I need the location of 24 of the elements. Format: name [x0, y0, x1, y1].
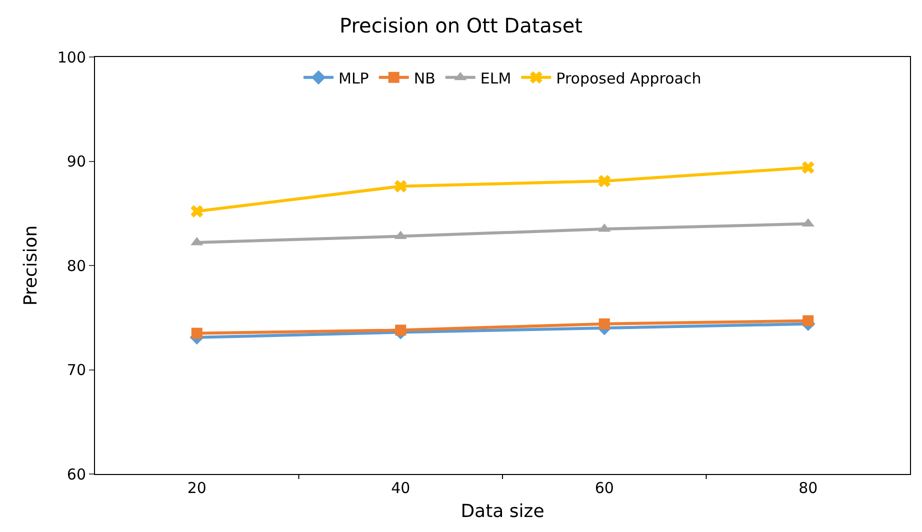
- point: [191, 328, 202, 339]
- point: [802, 315, 814, 326]
- x-tick-label: 40: [391, 479, 410, 497]
- y-tick-label: 100: [57, 48, 86, 66]
- y-tick-label: 70: [66, 361, 86, 379]
- point: [598, 174, 611, 188]
- x-tick-label: 20: [187, 479, 206, 497]
- point: [395, 324, 406, 336]
- legend-label: Proposed Approach: [556, 69, 702, 88]
- point: [598, 318, 610, 330]
- legend-label: MLP: [338, 69, 369, 88]
- legend-label: NB: [414, 69, 436, 88]
- x-tick-label: 80: [798, 479, 818, 497]
- legend-label: ELM: [480, 69, 512, 88]
- point: [394, 180, 407, 192]
- x-tick-label: 60: [594, 479, 614, 497]
- x-axis-title: Data size: [460, 501, 544, 522]
- y-tick-label: 80: [66, 256, 86, 275]
- chart-title: Precision on Ott Dataset: [340, 14, 583, 38]
- y-axis-title: Precision: [20, 225, 42, 306]
- point: [190, 205, 204, 218]
- y-tick-label: 60: [66, 465, 86, 484]
- y-tick-label: 90: [66, 152, 86, 170]
- point: [802, 161, 814, 174]
